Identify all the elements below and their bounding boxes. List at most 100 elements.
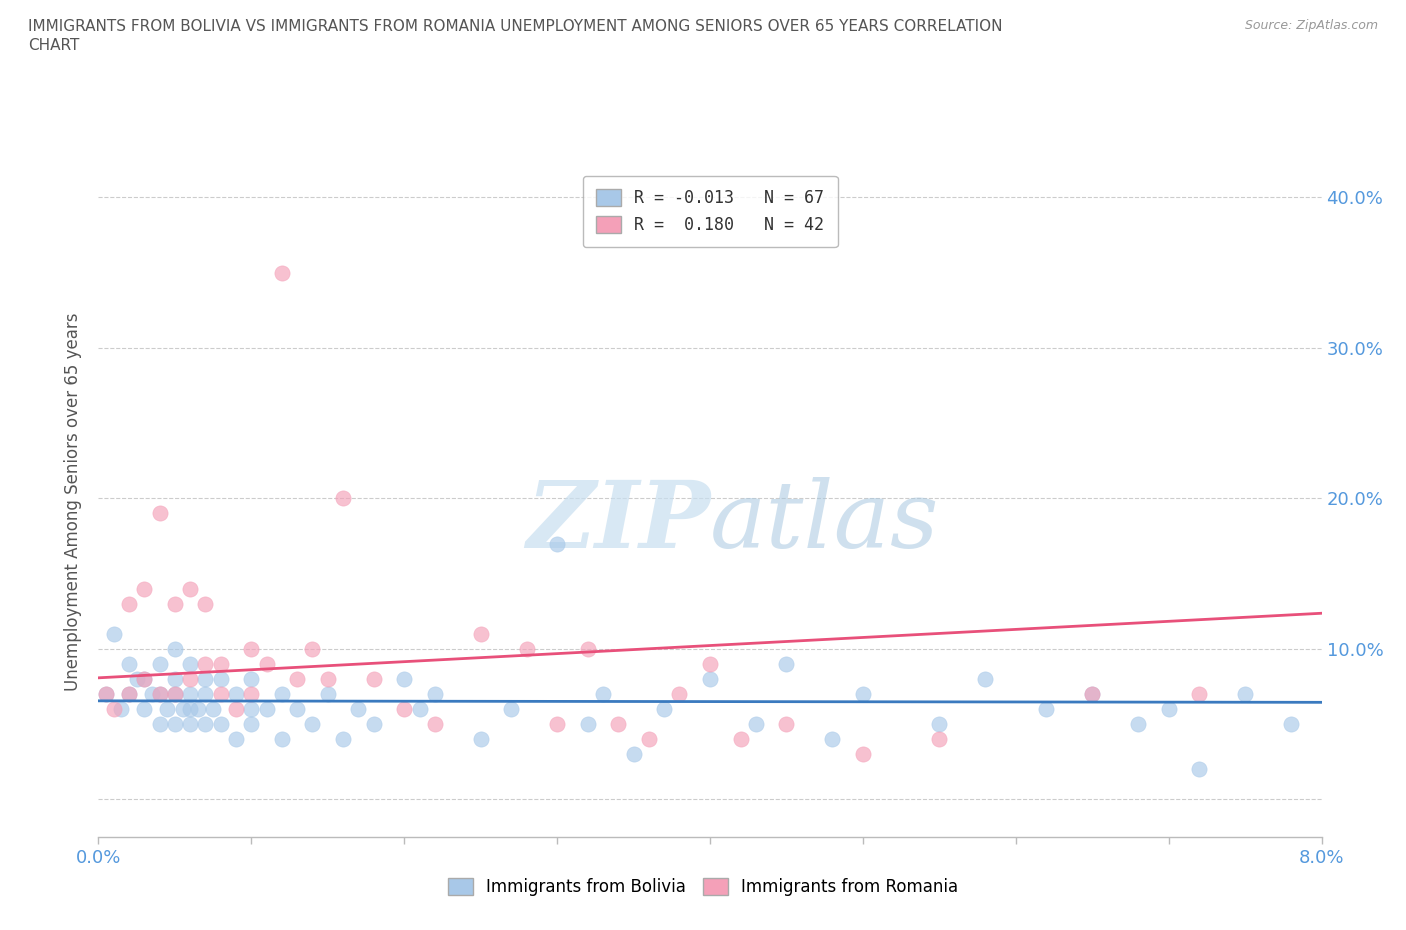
Point: [852, 686, 875, 701]
Point: [179, 717, 201, 732]
Point: [209, 657, 232, 671]
Point: [118, 686, 141, 701]
Point: [1234, 686, 1257, 701]
Point: [194, 657, 217, 671]
Point: [163, 642, 186, 657]
Point: [179, 701, 201, 716]
Point: [163, 596, 186, 611]
Point: [94, 686, 117, 701]
Text: IMMIGRANTS FROM BOLIVIA VS IMMIGRANTS FROM ROMANIA UNEMPLOYMENT AMONG SENIORS OV: IMMIGRANTS FROM BOLIVIA VS IMMIGRANTS FR…: [28, 19, 1002, 53]
Point: [94, 686, 117, 701]
Point: [316, 671, 339, 686]
Point: [179, 686, 201, 701]
Point: [209, 671, 232, 686]
Point: [1128, 717, 1150, 732]
Point: [187, 701, 209, 716]
Point: [821, 732, 844, 747]
Point: [172, 701, 194, 716]
Y-axis label: Unemployment Among Seniors over 65 years: Unemployment Among Seniors over 65 years: [65, 313, 83, 691]
Point: [1188, 686, 1211, 701]
Point: [974, 671, 997, 686]
Point: [118, 657, 141, 671]
Point: [149, 657, 172, 671]
Point: [118, 596, 141, 611]
Point: [363, 671, 385, 686]
Point: [546, 717, 568, 732]
Point: [546, 536, 568, 551]
Point: [134, 701, 156, 716]
Point: [179, 581, 201, 596]
Point: [270, 686, 294, 701]
Point: [347, 701, 370, 716]
Legend: Immigrants from Bolivia, Immigrants from Romania: Immigrants from Bolivia, Immigrants from…: [441, 871, 965, 903]
Point: [256, 701, 278, 716]
Point: [501, 701, 523, 716]
Point: [285, 671, 308, 686]
Point: [332, 491, 354, 506]
Point: [134, 671, 156, 686]
Point: [163, 717, 186, 732]
Point: [163, 686, 186, 701]
Point: [363, 717, 385, 732]
Point: [141, 686, 163, 701]
Point: [576, 642, 599, 657]
Point: [225, 732, 247, 747]
Point: [470, 627, 492, 642]
Point: [149, 717, 172, 732]
Point: [270, 732, 294, 747]
Point: [110, 701, 132, 716]
Point: [125, 671, 148, 686]
Point: [118, 686, 141, 701]
Legend: R = -0.013   N = 67, R =  0.180   N = 42: R = -0.013 N = 67, R = 0.180 N = 42: [582, 176, 838, 247]
Point: [179, 657, 201, 671]
Point: [1279, 717, 1302, 732]
Point: [730, 732, 752, 747]
Text: Source: ZipAtlas.com: Source: ZipAtlas.com: [1244, 19, 1378, 32]
Point: [163, 686, 186, 701]
Point: [134, 671, 156, 686]
Point: [225, 686, 247, 701]
Point: [745, 717, 768, 732]
Point: [699, 657, 721, 671]
Point: [240, 686, 263, 701]
Point: [103, 627, 125, 642]
Point: [1081, 686, 1104, 701]
Point: [423, 717, 446, 732]
Point: [301, 642, 323, 657]
Text: atlas: atlas: [710, 477, 939, 567]
Point: [408, 701, 430, 716]
Point: [270, 265, 294, 280]
Point: [775, 657, 797, 671]
Point: [852, 747, 875, 762]
Point: [156, 701, 179, 716]
Point: [225, 701, 247, 716]
Point: [316, 686, 339, 701]
Point: [392, 671, 416, 686]
Point: [149, 686, 172, 701]
Point: [592, 686, 614, 701]
Point: [301, 717, 323, 732]
Point: [209, 686, 232, 701]
Point: [392, 701, 416, 716]
Point: [1188, 762, 1211, 777]
Point: [1157, 701, 1180, 716]
Point: [652, 701, 675, 716]
Point: [470, 732, 492, 747]
Point: [332, 732, 354, 747]
Point: [194, 717, 217, 732]
Point: [576, 717, 599, 732]
Point: [240, 671, 263, 686]
Point: [194, 596, 217, 611]
Point: [623, 747, 645, 762]
Point: [607, 717, 630, 732]
Point: [149, 686, 172, 701]
Point: [240, 642, 263, 657]
Point: [1035, 701, 1057, 716]
Point: [240, 701, 263, 716]
Point: [637, 732, 661, 747]
Point: [668, 686, 690, 701]
Point: [240, 717, 263, 732]
Text: ZIP: ZIP: [526, 477, 710, 567]
Point: [194, 686, 217, 701]
Point: [1081, 686, 1104, 701]
